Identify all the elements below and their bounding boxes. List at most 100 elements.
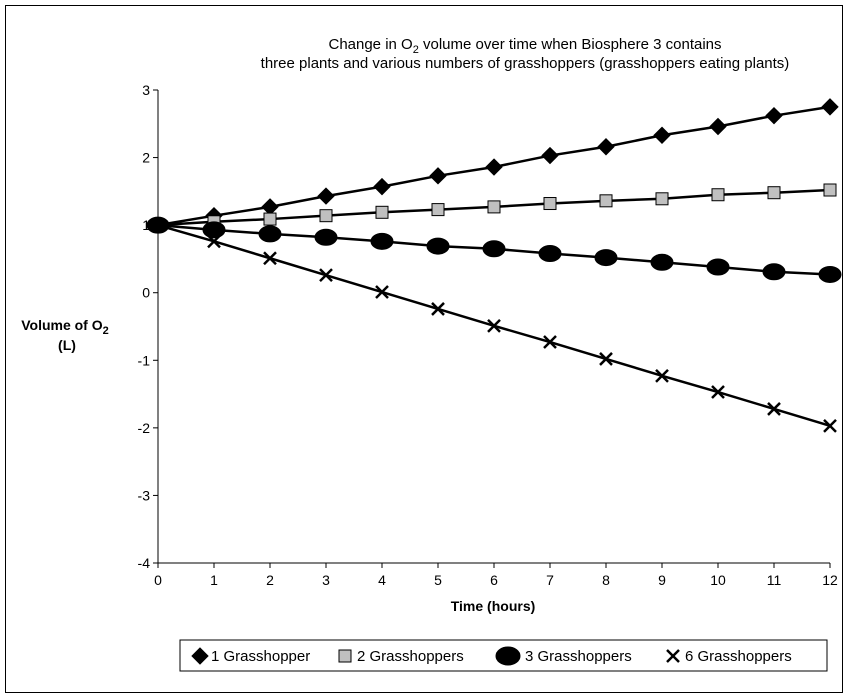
legend-entry: 2 Grasshoppers: [338, 648, 464, 665]
y-axis-title-subscript: 2: [103, 325, 109, 337]
legend-label: 1 Grasshopper: [211, 648, 310, 665]
legend-entry: 6 Grasshoppers: [666, 648, 792, 665]
data-point: [319, 268, 333, 283]
y-tick-label: 2: [142, 150, 150, 166]
legend-marker: [495, 646, 521, 666]
x-tick-label: 5: [434, 572, 442, 588]
data-point: [207, 234, 221, 249]
x-tick-label: 0: [154, 572, 162, 588]
x-marker-stroke: [599, 352, 613, 366]
x-marker-stroke: [711, 385, 725, 399]
data-point: [487, 318, 501, 333]
y-tick-label: -1: [138, 352, 151, 368]
x-marker-stroke: [263, 251, 277, 266]
y-tick-label: 0: [142, 285, 150, 301]
data-point: [431, 302, 445, 316]
x-tick-label: 7: [546, 572, 554, 588]
y-tick-label: -4: [138, 555, 151, 571]
legend-label: 6 Grasshoppers: [685, 648, 792, 665]
data-point: [650, 253, 674, 271]
data-point: [823, 183, 837, 197]
legend-marker: [338, 649, 352, 663]
legend-entry: 3 Grasshoppers: [495, 646, 632, 666]
data-point: [258, 225, 282, 243]
data-point: [711, 188, 725, 202]
data-point: [823, 418, 837, 433]
legend-label: 3 Grasshoppers: [525, 648, 632, 665]
legend-marker: [666, 649, 680, 663]
y-axis-unit: (L): [58, 337, 76, 353]
data-point: [426, 237, 450, 255]
data-point: [599, 352, 613, 366]
y-tick-label: -2: [138, 420, 151, 436]
x-tick-label: 10: [710, 572, 726, 588]
y-axis-title: Volume of O2: [21, 317, 109, 337]
data-point: [487, 200, 501, 214]
x-marker-stroke: [655, 368, 669, 383]
data-point: [818, 265, 842, 283]
x-marker-stroke: [767, 402, 781, 416]
x-tick-label: 9: [658, 572, 666, 588]
chart-title-text-rest: volume over time when Biosphere 3 contai…: [419, 36, 722, 53]
x-marker-stroke: [543, 335, 557, 349]
chart-frame: [5, 5, 843, 693]
x-tick-label: 4: [378, 572, 386, 588]
data-point: [821, 98, 839, 116]
data-point: [431, 203, 445, 217]
data-point: [263, 212, 277, 226]
chart-title-text: Change in O: [328, 36, 412, 53]
legend-label: 2 Grasshoppers: [357, 648, 464, 665]
data-point: [653, 126, 671, 144]
x-marker-stroke: [207, 234, 221, 249]
data-point: [375, 285, 389, 299]
series-6-grasshoppers: [151, 218, 837, 433]
data-point: [655, 368, 669, 383]
data-point: [597, 138, 615, 156]
x-marker-stroke: [823, 418, 837, 433]
x-tick-label: 1: [210, 572, 218, 588]
data-point: [711, 385, 725, 399]
data-point: [767, 186, 781, 200]
x-marker-stroke: [151, 218, 165, 233]
series-3-grasshoppers: [146, 216, 842, 283]
legend: 1 Grasshopper 2 Grasshoppers 3 Grasshopper…: [191, 646, 792, 666]
x-axis-title: Time (hours): [451, 598, 536, 614]
x-marker-stroke: [487, 318, 501, 333]
data-point: [485, 158, 503, 176]
data-point: [543, 335, 557, 349]
data-point: [765, 106, 783, 125]
chart-title-line-2: three plants and various numbers of gras…: [261, 55, 790, 72]
data-point: [202, 221, 226, 239]
x-marker-stroke: [431, 302, 445, 316]
data-point: [543, 197, 557, 211]
data-point: [709, 117, 727, 136]
x-tick-label: 6: [490, 572, 498, 588]
data-point: [538, 245, 562, 263]
data-point: [599, 194, 613, 208]
y-tick-label: 3: [142, 82, 150, 98]
data-point: [263, 251, 277, 266]
series-layer: [146, 98, 842, 433]
y-tick-label: -3: [138, 487, 151, 503]
legend-marker: [191, 647, 209, 665]
x-marker-stroke: [375, 285, 389, 299]
y-axis-title-text: Volume of O: [21, 317, 103, 333]
x-tick-label: 3: [322, 572, 330, 588]
series-2-grasshoppers: [151, 183, 837, 232]
data-point: [594, 249, 618, 267]
data-point: [319, 209, 333, 223]
data-point: [429, 167, 447, 185]
legend-entry: 1 Grasshopper: [191, 647, 310, 665]
data-point: [151, 218, 165, 233]
data-point: [375, 205, 389, 219]
data-point: [482, 240, 506, 258]
data-point: [541, 146, 559, 165]
data-point: [655, 192, 669, 206]
x-tick-label: 11: [767, 572, 782, 588]
chart-title-subscript: 2: [413, 44, 419, 56]
data-point: [706, 258, 730, 276]
y-tick-label: 1: [142, 217, 150, 233]
data-point: [370, 232, 394, 250]
